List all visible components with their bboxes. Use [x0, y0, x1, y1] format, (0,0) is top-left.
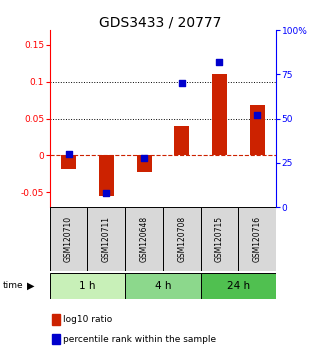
Text: GSM120711: GSM120711: [102, 216, 111, 262]
Bar: [201, 207, 238, 271]
Bar: [52, 334, 60, 344]
Bar: [50, 273, 125, 299]
Point: [142, 155, 147, 160]
Point: [255, 112, 260, 118]
Text: percentile rank within the sample: percentile rank within the sample: [63, 335, 216, 344]
Bar: [163, 207, 201, 271]
Point: [179, 80, 184, 86]
Text: ▶: ▶: [27, 281, 34, 291]
Text: 1 h: 1 h: [79, 281, 96, 291]
Text: time: time: [3, 281, 24, 290]
Point: [104, 190, 109, 196]
Bar: [212, 74, 227, 155]
Text: GSM120648: GSM120648: [140, 216, 149, 262]
Bar: [238, 207, 276, 271]
Text: 24 h: 24 h: [227, 281, 250, 291]
Bar: [61, 155, 76, 169]
Bar: [136, 155, 152, 172]
Bar: [99, 155, 114, 196]
Bar: [87, 207, 125, 271]
Text: GSM120708: GSM120708: [177, 216, 186, 262]
Text: GSM120710: GSM120710: [64, 216, 73, 262]
Bar: [201, 273, 276, 299]
Text: GSM120716: GSM120716: [253, 216, 262, 262]
Point: [66, 151, 71, 157]
Text: log10 ratio: log10 ratio: [63, 315, 113, 324]
Point: [217, 59, 222, 65]
Bar: [52, 314, 60, 325]
Bar: [125, 207, 163, 271]
Bar: [174, 126, 189, 155]
Bar: [125, 273, 201, 299]
Bar: [250, 105, 265, 155]
Text: GSM120715: GSM120715: [215, 216, 224, 262]
Text: 4 h: 4 h: [155, 281, 171, 291]
Bar: [50, 207, 87, 271]
Text: GDS3433 / 20777: GDS3433 / 20777: [99, 16, 222, 30]
